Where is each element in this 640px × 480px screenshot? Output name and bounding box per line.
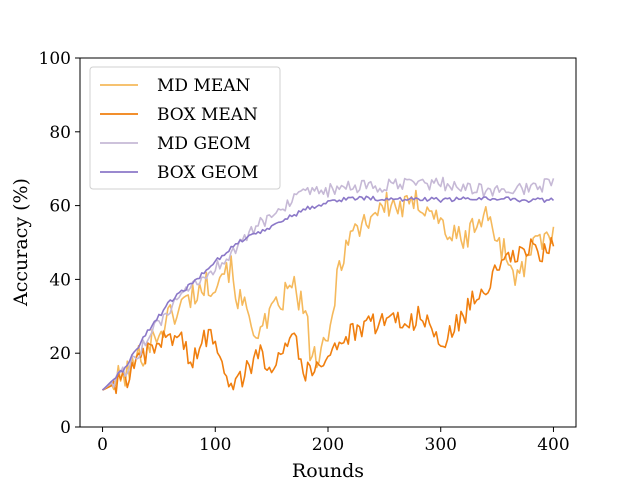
ticks-layer: 0 100 200 300 400 0 20 40 60 80 100 (39, 49, 570, 455)
y-tick-label: 0 (60, 418, 71, 438)
x-tick-label: 400 (537, 435, 569, 455)
y-axis-title: Accuracy (%) (10, 178, 32, 307)
legend-label: BOX GEOM (157, 163, 258, 183)
series-line-box-mean (102, 236, 555, 395)
x-axis-title: Rounds (292, 460, 364, 480)
x-tick-label: 200 (312, 435, 344, 455)
legend-label: BOX MEAN (157, 105, 258, 125)
y-tick-label: 40 (49, 270, 71, 290)
series-line-box-geom (101, 195, 555, 391)
x-tick-label: 300 (425, 435, 457, 455)
series-layer (101, 176, 555, 395)
legend-box (89, 66, 281, 190)
legend-label: MD GEOM (157, 134, 251, 154)
legend-label: MD MEAN (157, 76, 251, 96)
y-tick-label: 60 (49, 197, 71, 217)
series-line-md-geom (102, 176, 555, 391)
y-tick-label: 20 (49, 344, 71, 364)
series-line-md-mean (102, 189, 555, 391)
y-tick-label: 100 (39, 49, 71, 69)
y-tick-label: 80 (49, 123, 71, 143)
x-tick-label: 0 (97, 435, 108, 455)
x-tick-label: 100 (199, 435, 231, 455)
legend: MD MEAN BOX MEAN MD GEOM BOX GEOM (89, 66, 281, 190)
